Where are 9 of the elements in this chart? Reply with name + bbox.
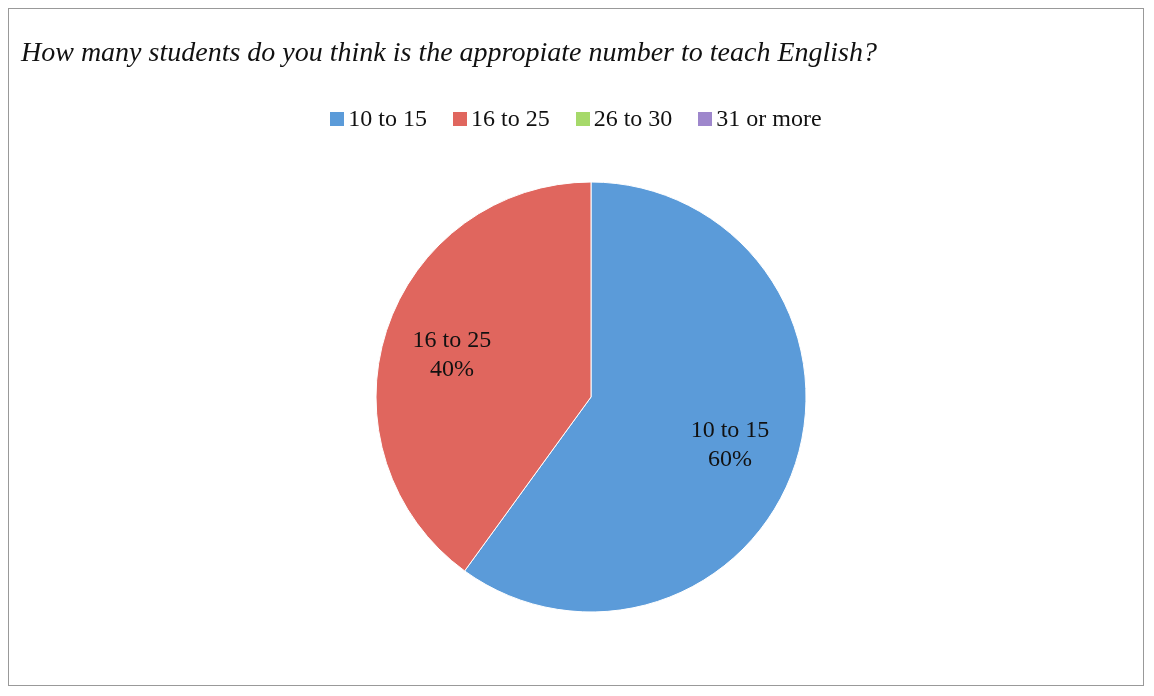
data-label: 60%: [708, 445, 753, 472]
slice-label: 16 to 25: [412, 326, 492, 353]
legend-label: 26 to 30: [592, 105, 673, 132]
legend-label: 16 to 25: [470, 105, 550, 132]
chart-title: How many students do you think is the appropiate number to teach English?: [21, 35, 878, 69]
legend-label: 31 or more: [715, 105, 822, 132]
slice-label: 10 to 15: [690, 416, 770, 443]
data-label: 40%: [429, 354, 474, 381]
legend-label: 10 to 15: [347, 105, 427, 132]
